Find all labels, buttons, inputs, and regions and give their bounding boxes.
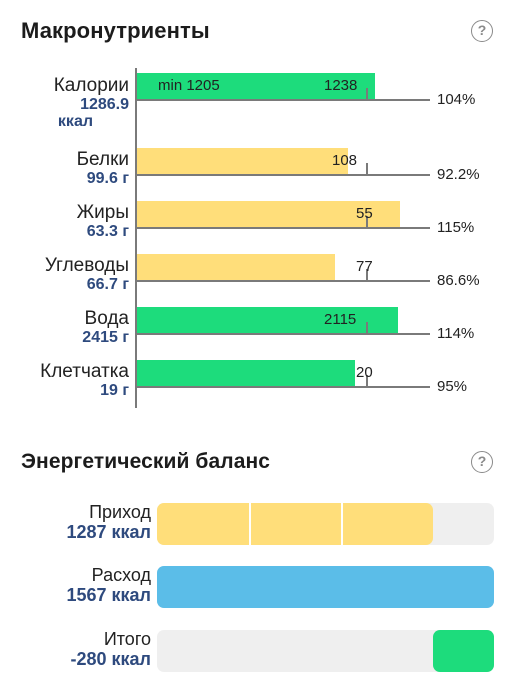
macro-target-value: 1238 (324, 77, 358, 94)
macro-amount: 19 г (100, 382, 129, 399)
energy-bar-track (157, 503, 494, 545)
macro-label: Белки 99.6 г (0, 149, 129, 188)
macro-name: Калории (53, 75, 129, 96)
macro-min-label: min 1205 (158, 77, 220, 94)
energy-bar-segment-divider (341, 503, 343, 545)
macro-name: Вода (84, 308, 129, 329)
energy-row: Расход 1567 ккал (0, 566, 515, 614)
macro-target-line (136, 333, 430, 335)
macros-title: Макронутриенты (21, 18, 210, 43)
energy-label: Приход 1287 ккал (0, 502, 151, 543)
energy-bar-track (157, 630, 494, 672)
macro-target-value: 108 (332, 152, 358, 169)
macro-name: Клетчатка (40, 361, 129, 382)
macro-row: Клетчатка 19 г 20 95% (0, 359, 515, 415)
macro-bar (137, 254, 335, 280)
macro-target-line (136, 386, 430, 388)
energy-bar-fill (157, 566, 494, 608)
macro-bar (137, 148, 348, 174)
macro-target-value: 20 (356, 364, 373, 381)
energy-label: Итого -280 ккал (0, 629, 152, 670)
energy-row: Приход 1287 ккал (0, 503, 515, 551)
macro-target-line (136, 99, 430, 101)
energy-value: -280 ккал (70, 649, 152, 669)
macro-target-tick (366, 216, 368, 228)
macro-percent: 86.6% (437, 272, 480, 289)
macro-name: Жиры (76, 202, 129, 223)
macro-target-value: 55 (356, 205, 373, 222)
macro-amount: 63.3 г (86, 223, 129, 240)
macro-amount-unit: ккал (57, 113, 93, 130)
macro-target-line (136, 280, 430, 282)
energy-title: Энергетический баланс (21, 450, 271, 473)
macro-row: Углеводы 66.7 г 77 86.6% (0, 253, 515, 309)
macro-name: Углеводы (44, 255, 129, 276)
macro-label: Углеводы 66.7 г (0, 255, 129, 294)
macro-row: Жиры 63.3 г 55 115% (0, 200, 515, 256)
macro-amount: 1286.9 (80, 96, 129, 113)
question-circle-icon[interactable]: ? (471, 20, 493, 42)
macro-bar (137, 307, 398, 333)
macro-row: Калории 1286.9 ккал 1238 104% min 1205 (0, 72, 515, 131)
macro-percent: 92.2% (437, 166, 480, 183)
macro-target-line (136, 227, 430, 229)
macro-target-line (136, 174, 430, 176)
macro-percent: 95% (437, 378, 468, 395)
energy-bar-segment-divider (249, 503, 251, 545)
macro-target-value: 77 (356, 258, 373, 275)
energy-name: Приход (89, 502, 151, 522)
macro-name: Белки (76, 149, 129, 170)
macros-axis (135, 68, 137, 408)
macro-amount: 66.7 г (86, 276, 129, 293)
macro-amount: 99.6 г (86, 170, 129, 187)
question-circle-icon[interactable]: ? (471, 451, 493, 473)
macro-label: Жиры 63.3 г (0, 202, 129, 241)
energy-value: 1567 ккал (66, 585, 151, 605)
macro-bar (137, 73, 375, 99)
macro-target-value: 2115 (324, 311, 357, 328)
macro-percent: 115% (437, 219, 475, 236)
energy-name: Расход (91, 565, 151, 585)
macro-label: Клетчатка 19 г (0, 361, 129, 400)
macro-bar (137, 201, 400, 227)
energy-value: 1287 ккал (66, 522, 151, 542)
energy-name: Итого (103, 629, 151, 649)
macro-target-tick (366, 322, 368, 334)
macro-percent: 114% (437, 325, 475, 342)
macro-target-tick (366, 88, 368, 100)
energy-bar-track (157, 566, 494, 608)
energy-label: Расход 1567 ккал (0, 565, 151, 606)
macro-target-tick (366, 375, 368, 387)
energy-bar-fill (433, 630, 494, 672)
macro-amount: 2415 г (82, 329, 129, 346)
macro-bar (137, 360, 355, 386)
macro-percent: 104% (437, 91, 476, 108)
macro-row: Вода 2415 г 2115 114% (0, 306, 515, 362)
macro-label: Вода 2415 г (0, 308, 129, 347)
macro-row: Белки 99.6 г 108 92.2% (0, 147, 515, 203)
macro-label: Калории 1286.9 ккал (0, 75, 129, 131)
macro-target-tick (366, 163, 368, 175)
energy-bar-fill (157, 503, 433, 545)
macro-target-tick (366, 269, 368, 281)
energy-row: Итого -280 ккал (0, 630, 515, 678)
